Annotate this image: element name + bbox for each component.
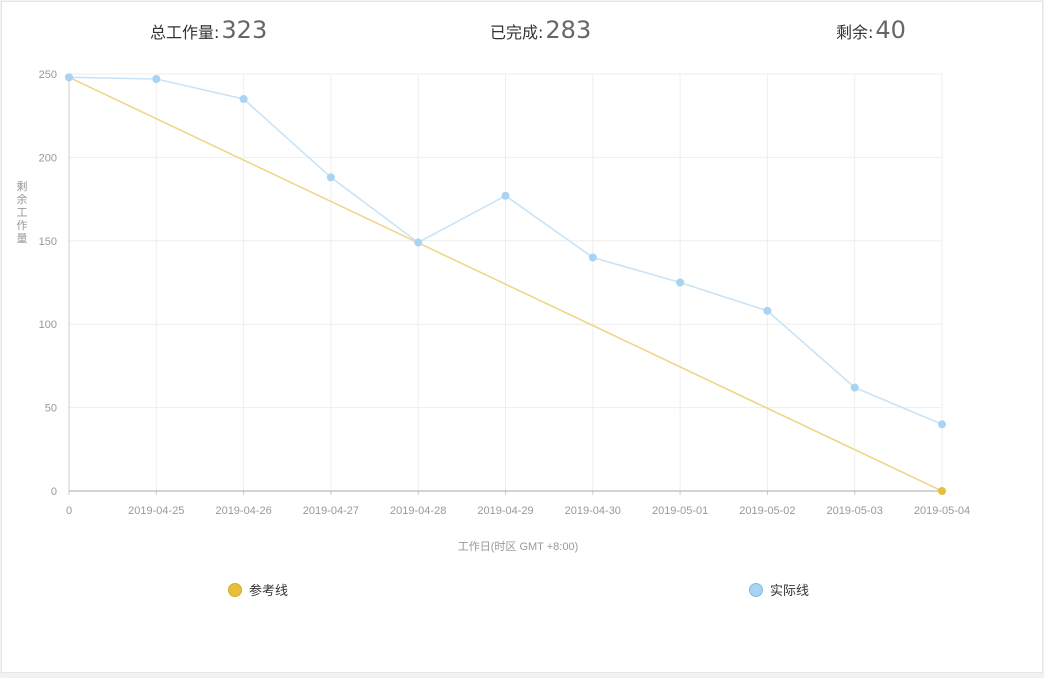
x-tick-label: 2019-05-02 (739, 505, 795, 517)
total-workload-label: 总工作量: (150, 23, 220, 42)
x-tick-label: 0 (66, 505, 72, 517)
actual-data-point[interactable] (850, 383, 859, 392)
completed-stat: 已完成:283 (490, 16, 591, 44)
actual-data-point[interactable] (65, 73, 73, 82)
legend-actual-dot-icon (749, 582, 763, 597)
x-tick-label: 2019-04-29 (477, 505, 533, 517)
y-axis-title: 剩余工作量 (17, 180, 28, 245)
remaining-stat: 剩余:40 (836, 16, 906, 44)
legend-reference-line[interactable]: 参考线 (228, 580, 288, 599)
reference-data-point[interactable] (938, 487, 946, 495)
actual-data-point[interactable] (326, 173, 335, 182)
actual-data-point[interactable] (588, 253, 597, 262)
x-tick-label: 2019-04-28 (390, 505, 446, 517)
total-workload-stat: 总工作量:323 (150, 16, 267, 44)
x-tick-label: 2019-05-03 (827, 505, 883, 517)
legend-reference-label: 参考线 (249, 584, 289, 599)
y-tick-label: 100 (39, 319, 57, 331)
x-tick-label: 2019-04-25 (128, 505, 184, 517)
completed-value: 283 (545, 16, 592, 44)
actual-data-point[interactable] (501, 191, 510, 200)
completed-label: 已完成: (490, 23, 544, 42)
legend-actual-line[interactable]: 实际线 (749, 580, 809, 599)
total-workload-value: 323 (221, 16, 268, 44)
x-axis-title: 工作日(时区 GMT +8:00) (458, 540, 579, 553)
x-tick-label: 2019-05-04 (914, 505, 970, 517)
grid-lines (69, 73, 943, 491)
x-tick-label: 2019-04-27 (303, 505, 359, 517)
actual-data-point[interactable] (763, 306, 772, 315)
tick-labels: 0 50 100 150 200 250 0 2019-04-25 2019-04-26 2019… (39, 69, 971, 517)
legend-reference-dot-icon (228, 582, 242, 597)
actual-data-point[interactable] (938, 420, 946, 429)
x-tick-label: 2019-04-30 (565, 505, 621, 517)
burndown-chart: 0 50 100 150 200 250 0 2019-04-25 2019-04-26 2019… (17, 69, 971, 553)
y-tick-label: 200 (39, 152, 57, 164)
y-tick-label: 250 (39, 69, 57, 81)
x-tick-label: 2019-05-01 (652, 505, 708, 517)
actual-data-point[interactable] (414, 238, 423, 247)
x-tick-label: 2019-04-26 (215, 505, 271, 517)
axes (68, 74, 943, 495)
y-tick-label: 0 (51, 486, 57, 498)
y-tick-label: 50 (45, 403, 57, 415)
actual-data-point[interactable] (676, 278, 685, 287)
reference-series-line (68, 76, 943, 492)
series (65, 73, 946, 495)
legend-actual-label: 实际线 (770, 584, 810, 599)
remaining-label: 剩余: (836, 23, 874, 42)
actual-data-point[interactable] (239, 95, 248, 104)
actual-data-point[interactable] (152, 75, 161, 84)
remaining-value: 40 (875, 16, 906, 44)
y-tick-label: 150 (39, 236, 57, 248)
